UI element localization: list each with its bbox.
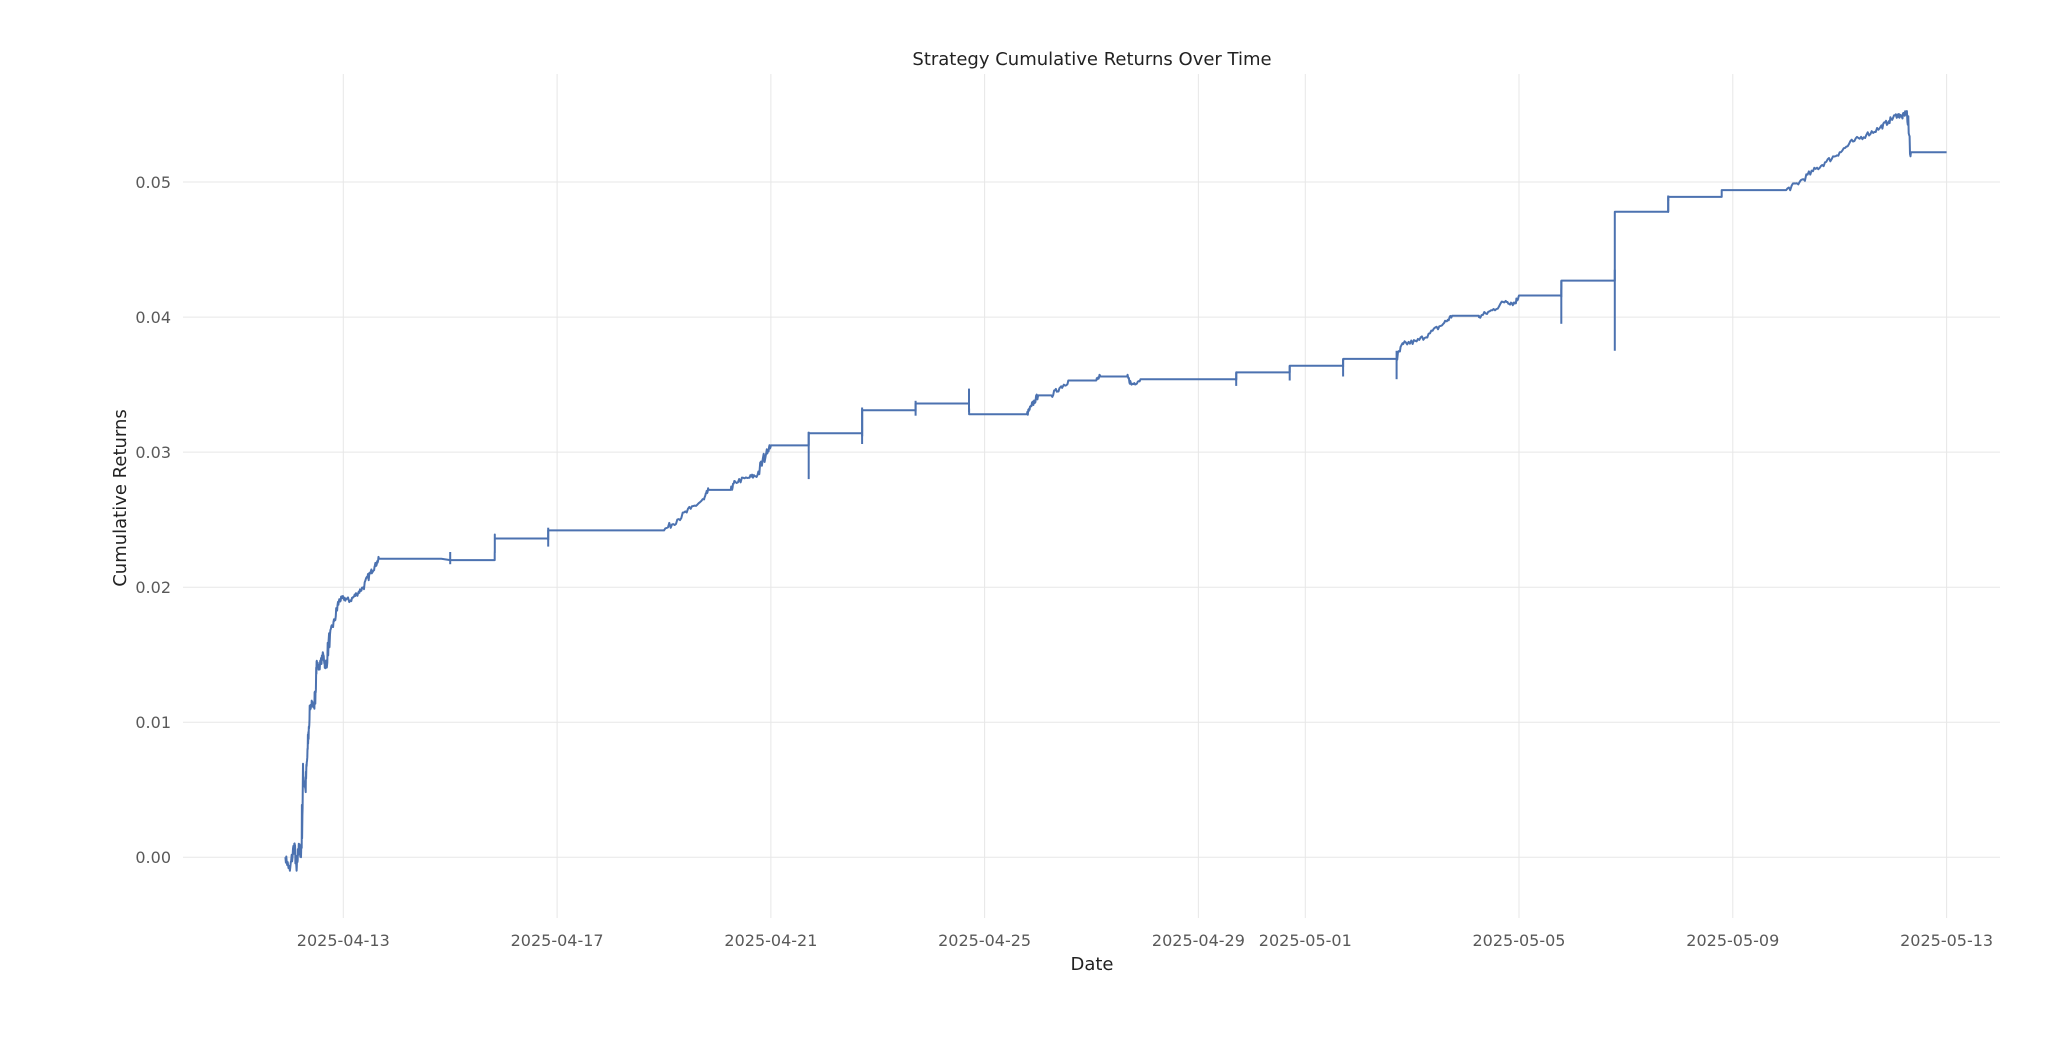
y-tick-label: 0.05 [135, 173, 171, 192]
chart-title: Strategy Cumulative Returns Over Time [912, 49, 1271, 70]
x-tick-labels: 2025-04-13 2025-04-17 2025-04-21 2025-04-25… [297, 931, 1993, 950]
x-tick-label: 2025-04-25 [938, 931, 1031, 950]
y-tick-label: 0.02 [135, 578, 171, 597]
y-gridlines [183, 181, 2000, 858]
x-tick-label: 2025-05-13 [1900, 931, 1993, 950]
x-tick-label: 2025-04-17 [511, 931, 604, 950]
x-tick-label: 2025-05-05 [1473, 931, 1566, 950]
y-tick-label: 0.03 [135, 443, 171, 462]
x-tick-label: 2025-05-09 [1686, 931, 1779, 950]
x-tick-label: 2025-04-29 [1152, 931, 1245, 950]
x-tick-label: 2025-05-01 [1259, 931, 1352, 950]
y-tick-label: 0.04 [135, 308, 171, 327]
x-gridlines [342, 74, 1948, 918]
y-tick-labels: 0.00 0.01 0.02 0.03 0.04 0.05 [135, 173, 171, 867]
x-axis-label: Date [1070, 954, 1113, 975]
x-tick-label: 2025-04-13 [297, 931, 390, 950]
x-tick-label: 2025-04-21 [724, 931, 817, 950]
y-tick-label: 0.01 [135, 713, 171, 732]
series-layer [284, 110, 1947, 872]
y-tick-label: 0.00 [135, 848, 171, 867]
y-axis-label: Cumulative Returns [110, 409, 131, 587]
